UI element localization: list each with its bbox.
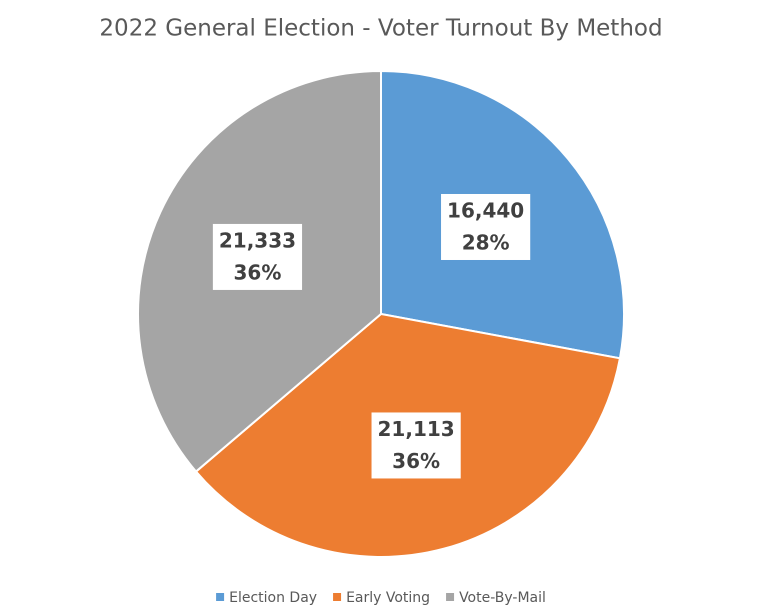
data-label-value: 21,113: [378, 417, 455, 441]
chart-title: 2022 General Election - Voter Turnout By…: [99, 16, 662, 42]
data-label-box: [212, 223, 303, 290]
data-label: 16,440 28%: [441, 193, 531, 260]
data-label-box: [371, 412, 461, 479]
legend-label: Vote-By-Mail: [459, 590, 546, 606]
data-label-percent: 36%: [234, 260, 282, 284]
legend-swatch: [333, 593, 342, 601]
data-label-percent: 36%: [392, 449, 440, 473]
legend-swatch: [446, 593, 455, 601]
legend-swatch: [216, 593, 225, 601]
legend-label: Election Day: [229, 590, 317, 606]
data-label-value: 21,333: [219, 228, 296, 252]
data-label-value: 16,440: [447, 198, 524, 222]
data-label: 21,113 36%: [371, 412, 461, 479]
data-label-percent: 28%: [462, 230, 510, 254]
data-label-box: [441, 193, 531, 260]
data-label: 21,333 36%: [212, 223, 303, 290]
legend-label: Early Voting: [346, 590, 430, 606]
legend: Election Day Early Voting Vote-By-Mail: [216, 590, 546, 606]
